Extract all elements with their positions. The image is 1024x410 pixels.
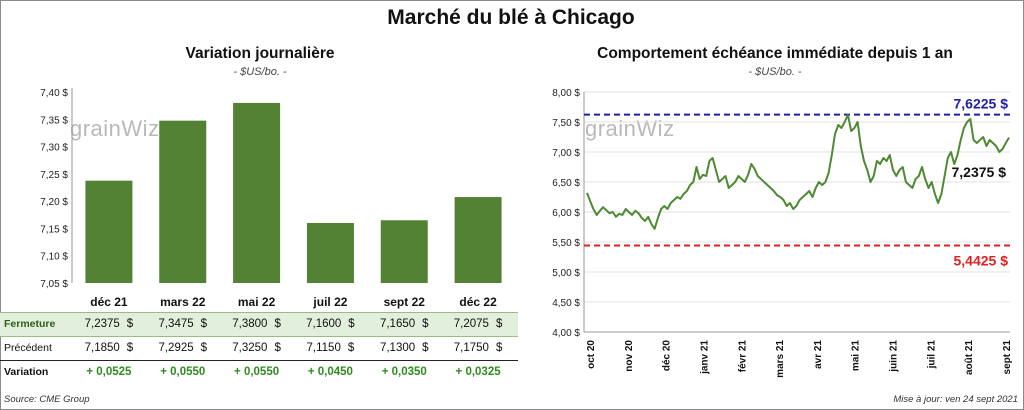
table-cell: 7,3250 $ <box>232 342 281 354</box>
currency-symbol: $ <box>126 318 134 330</box>
x-tick-label: mars 21 <box>775 340 786 378</box>
table-cell: 7,2075 $ <box>453 318 503 330</box>
x-tick-label: nov 20 <box>624 340 635 372</box>
y-tick-label: 5,50 $ <box>552 238 580 249</box>
y-tick-label: 7,20 $ <box>40 197 68 208</box>
y-tick-label: 7,40 $ <box>40 88 68 99</box>
x-tick-label: juil 22 <box>312 295 347 309</box>
x-tick-label: déc 22 <box>459 295 497 309</box>
right-chart-title: Comportement échéance immédiate depuis 1… <box>597 45 953 62</box>
price-series-line <box>586 113 1010 230</box>
currency-symbol: $ <box>200 318 208 330</box>
y-tick-label: 7,15 $ <box>40 224 68 235</box>
bar <box>233 102 281 284</box>
update-note: Mise à jour: ven 24 sept 2021 <box>893 394 1018 405</box>
source-note: Source: CME Group <box>4 394 90 405</box>
page-title: Marché du blé à Chicago <box>387 6 635 29</box>
table-cell: + 0,0550 <box>234 366 280 378</box>
currency-symbol: $ <box>347 342 355 354</box>
left-chart-subtitle: - $US/bo. - <box>233 66 287 78</box>
currency-symbol: $ <box>126 342 134 354</box>
x-tick-label: mars 22 <box>160 295 206 309</box>
grainwiz-logo-right: grainWiz <box>585 116 675 141</box>
x-tick-label: sept 22 <box>384 295 426 309</box>
low-value-label: 5,4425 $ <box>954 252 1009 268</box>
x-tick-label: avr 21 <box>813 340 824 369</box>
row-label: Fermeture <box>4 318 56 330</box>
y-tick-label: 4,00 $ <box>552 328 580 339</box>
x-tick-label: juil 21 <box>926 340 937 370</box>
right-chart-subtitle: - $US/bo. - <box>748 66 802 78</box>
x-tick-label: mai 22 <box>238 295 276 309</box>
x-tick-label: juin 21 <box>889 340 900 373</box>
table-cell: 7,1150 $ <box>306 342 355 354</box>
table-cell: 7,1650 $ <box>379 318 429 330</box>
table-cell: 7,1600 $ <box>306 318 355 330</box>
y-tick-label: 6,50 $ <box>552 178 580 189</box>
bar-chart: 7,05 $ 7,10 $ 7,15 $ 7,20 $ 7,25 $ 7,30 $ 7,35… <box>40 88 502 309</box>
bar <box>380 220 428 283</box>
currency-symbol: $ <box>495 342 503 354</box>
line-chart: 4,00 $ 4,50 $ 5,00 $ 5,50 $ 6,00 $ 6,50 $ 7,00… <box>552 88 1013 378</box>
row-label: Précédent <box>4 342 52 354</box>
grainwiz-logo-left: grainWiz <box>70 116 160 141</box>
table-row-precedent: Précédent 7,1850 $ 7,2925 $ 7,3250 $ 7,1150 $ 7,… <box>0 337 518 361</box>
y-tick-label: 4,50 $ <box>552 298 580 309</box>
table-cell: 7,3800 $ <box>232 318 281 330</box>
y-tick-label: 6,00 $ <box>552 208 580 219</box>
x-tick-label: déc 20 <box>662 340 673 372</box>
y-tick-label: 7,50 $ <box>552 118 580 129</box>
table-cell: 7,3475 $ <box>158 318 208 330</box>
y-tick-label: 8,00 $ <box>552 88 580 99</box>
table-cell: 7,1300 $ <box>379 342 429 354</box>
y-tick-label: 7,35 $ <box>40 115 68 126</box>
table-cell: 7,2925 $ <box>158 342 208 354</box>
y-tick-label: 7,10 $ <box>40 252 68 263</box>
x-tick-label: août 21 <box>964 340 975 375</box>
table-cell: 7,1850 $ <box>84 342 134 354</box>
table-cell: + 0,0525 <box>86 366 132 378</box>
y-tick-label: 7,30 $ <box>40 143 68 154</box>
x-tick-label: sept 21 <box>1002 340 1013 375</box>
last-value-label: 7,2375 $ <box>952 164 1007 180</box>
table-cell: 7,1750 $ <box>453 342 503 354</box>
x-tick-label: déc 21 <box>90 295 128 309</box>
table-row-variation: Variation + 0,0525 + 0,0550 + 0,0550 + 0,04… <box>0 361 518 384</box>
currency-symbol: $ <box>274 318 281 330</box>
table-cell: + 0,0550 <box>160 366 206 378</box>
currency-symbol: $ <box>348 318 355 330</box>
table-cell: + 0,0350 <box>381 366 427 378</box>
table-cell: 7,2375 $ <box>84 318 134 330</box>
table-row-fermeture: Fermeture 7,2375 $ 7,3475 $ 7,3800 $ 7,1600 $ 7,… <box>0 312 518 337</box>
y-tick-label: 7,00 $ <box>552 148 580 159</box>
row-label: Variation <box>4 366 49 378</box>
bar <box>454 197 502 283</box>
y-tick-label: 7,25 $ <box>40 170 68 181</box>
currency-symbol: $ <box>422 318 429 330</box>
currency-symbol: $ <box>422 342 429 354</box>
y-tick-label: 7,05 $ <box>40 279 68 290</box>
x-tick-label: févr 21 <box>737 340 748 373</box>
x-tick-label: oct 20 <box>586 340 597 369</box>
currency-symbol: $ <box>495 318 503 330</box>
x-tick-label: janv 21 <box>699 340 710 375</box>
y-tick-label: 5,00 $ <box>552 268 580 279</box>
currency-symbol: $ <box>200 342 208 354</box>
x-tick-label: mai 21 <box>851 340 862 372</box>
high-value-label: 7,6225 $ <box>954 96 1009 112</box>
table-cell: + 0,0325 <box>455 366 501 378</box>
currency-symbol: $ <box>274 342 281 354</box>
bar <box>159 120 207 284</box>
left-chart-title: Variation journalière <box>185 45 335 62</box>
bar <box>85 180 133 283</box>
table-cell: + 0,0450 <box>307 366 353 378</box>
bar <box>306 222 354 283</box>
